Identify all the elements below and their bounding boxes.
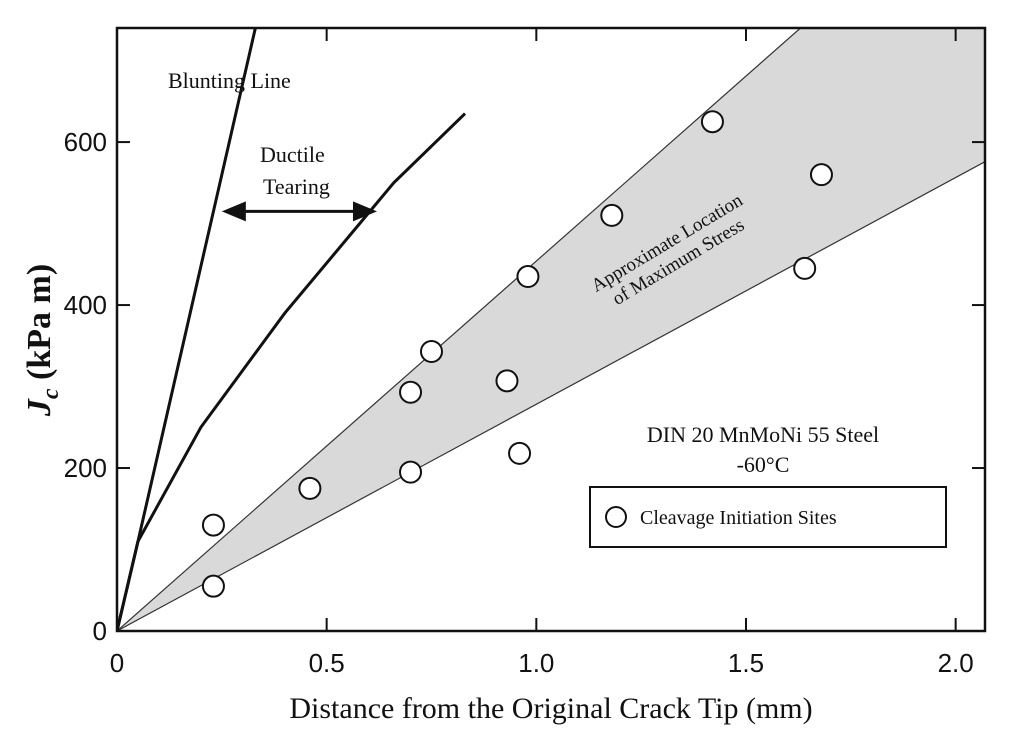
cleavage-site-point	[298, 476, 322, 500]
cleavage-site-point	[495, 369, 519, 393]
ticks-layer: 0 0.5 1.0 1.5 2.0 0 200 400 600	[64, 28, 985, 678]
x-tick-label: 1.0	[518, 648, 554, 678]
temperature-label: -60°C	[737, 452, 790, 477]
plot-frame	[115, 26, 987, 633]
cleavage-site-point	[201, 574, 225, 598]
cleavage-site-point	[600, 203, 624, 227]
y-tick-label: 400	[64, 290, 107, 320]
cleavage-site-point	[700, 110, 724, 134]
tearing-arrow-head-right	[352, 201, 377, 222]
cleavage-site-point	[793, 256, 817, 280]
lines-layer	[117, 28, 467, 631]
y-tick-label: 200	[64, 453, 107, 483]
x-axis-label: Distance from the Original Crack Tip (mm…	[289, 692, 812, 725]
max-stress-band	[117, 28, 985, 631]
y-axis-label: Jc (kPa m)	[21, 264, 64, 417]
cleavage-site-point	[201, 513, 225, 537]
ductile-label-2: Tearing	[263, 174, 330, 199]
points-layer	[201, 110, 833, 598]
legend-marker	[605, 506, 627, 528]
cleavage-site-point	[809, 163, 833, 187]
legend-box	[589, 486, 947, 548]
cleavage-site-point	[419, 340, 443, 364]
y-tick-label: 0	[93, 616, 107, 646]
ductile-label-1: Ductile	[260, 142, 325, 167]
x-tick-label: 0	[110, 648, 124, 678]
blunting-line-label: Blunting Line	[168, 68, 291, 93]
legend: Cleavage Initiation Sites	[589, 486, 947, 548]
ductile-tearing-line	[117, 112, 467, 631]
cleavage-site-point	[399, 380, 423, 404]
cleavage-site-point	[399, 460, 423, 484]
band-upper-edge	[117, 28, 985, 631]
y-tick-label: 600	[64, 127, 107, 157]
cleavage-site-point	[516, 265, 540, 289]
legend-label: Cleavage Initiation Sites	[640, 507, 837, 529]
x-tick-label: 2.0	[938, 648, 974, 678]
arrow-layer	[221, 201, 377, 222]
x-tick-label: 1.5	[728, 648, 764, 678]
material-label: DIN 20 MnMoNi 55 Steel	[647, 422, 879, 447]
tearing-arrow-head-left	[221, 201, 246, 222]
band-layer	[117, 28, 985, 631]
band-lower-edge	[117, 161, 985, 631]
x-tick-label: 0.5	[309, 648, 345, 678]
cleavage-site-point	[508, 441, 532, 465]
